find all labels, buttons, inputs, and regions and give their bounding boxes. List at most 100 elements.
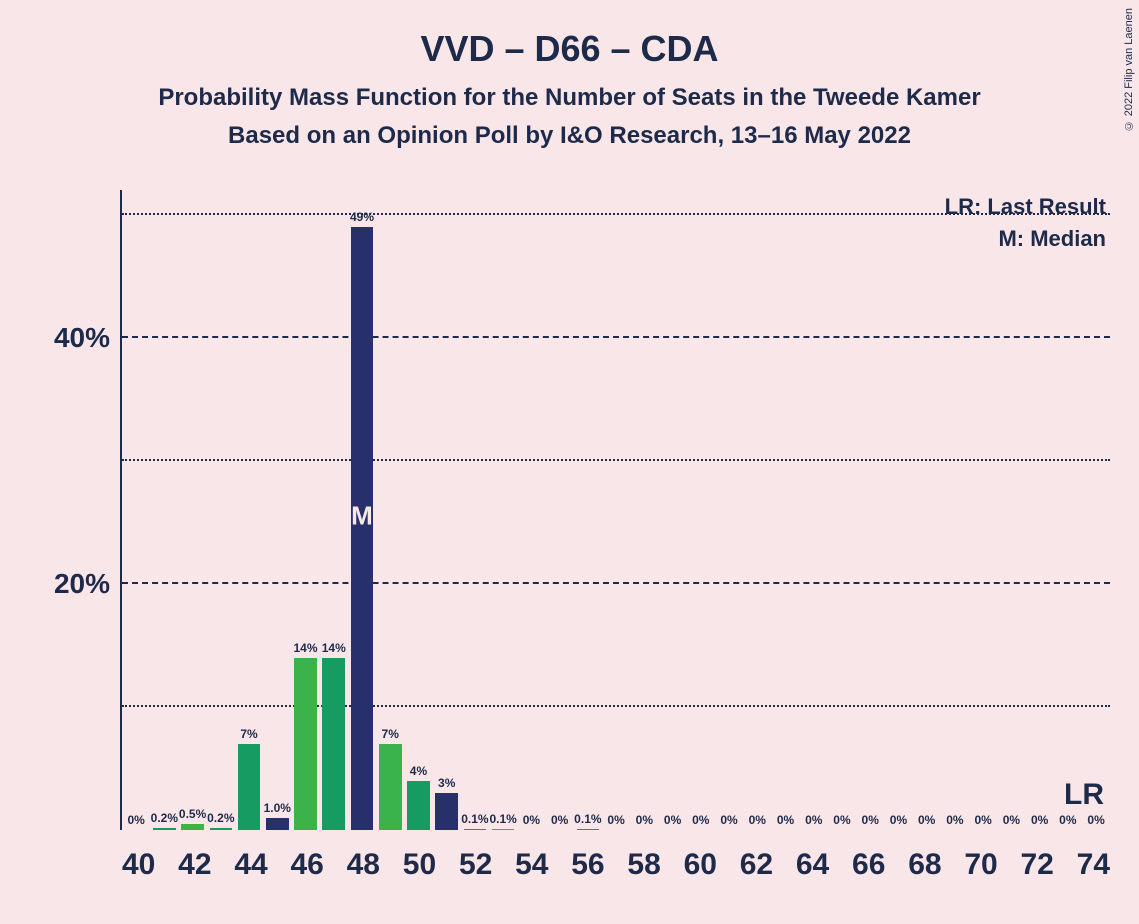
bar: 49%M (351, 227, 374, 830)
bar-value-label: 0% (805, 813, 822, 830)
xtick-label: 56 (571, 848, 604, 882)
bar-value-label: 49% (350, 210, 374, 227)
bar-slot: 7% (376, 190, 404, 830)
bar-slot: 0% (630, 190, 658, 830)
bar-slot: 0% (122, 190, 150, 830)
bar-value-label: 0% (862, 813, 879, 830)
xtick-label (155, 848, 178, 882)
lr-marker: LR (1064, 778, 1104, 812)
xtick-label (717, 848, 740, 882)
bar-value-label: 0% (664, 813, 681, 830)
bar-slot: 14% (291, 190, 319, 830)
xtick-label: 72 (1021, 848, 1054, 882)
xtick-label: 58 (627, 848, 660, 882)
bar-slot: 14% (320, 190, 348, 830)
xtick-label (885, 848, 908, 882)
bar-value-label: 0% (749, 813, 766, 830)
bar: 7% (379, 744, 402, 830)
bar-slot: 7% (235, 190, 263, 830)
bar-value-label: 0% (890, 813, 907, 830)
xtick-label (998, 848, 1021, 882)
bar-slot: 0% (800, 190, 828, 830)
bars-container: 0%0.2%0.5%0.2%7%1.0%14%14%49%M7%4%3%0.1%… (122, 190, 1110, 830)
bar-value-label: 0% (636, 813, 653, 830)
bar-slot: 0% (1082, 190, 1110, 830)
bar-slot: 0% (1054, 190, 1082, 830)
xtick-label (492, 848, 515, 882)
bar-value-label: 0% (127, 813, 144, 830)
xtick-label: 66 (852, 848, 885, 882)
xtick-label: 70 (964, 848, 997, 882)
bar-slot: 0% (913, 190, 941, 830)
bar-value-label: 7% (382, 727, 399, 744)
xtick-label (661, 848, 684, 882)
bar-value-label: 3% (438, 776, 455, 793)
bar: 4% (407, 781, 430, 830)
bar-slot: 0% (941, 190, 969, 830)
bar: 14% (294, 658, 317, 830)
bar-slot: 0.2% (150, 190, 178, 830)
xtick-label: 68 (908, 848, 941, 882)
bar-slot: 0.1% (461, 190, 489, 830)
xtick-label: 62 (740, 848, 773, 882)
x-axis: 40 42 44 46 48 50 52 54 56 58 60 62 64 6… (122, 830, 1110, 882)
bar-value-label: 0% (692, 813, 709, 830)
ytick-label: 20% (54, 568, 122, 600)
xtick-label (1054, 848, 1077, 882)
bar-slot: 0% (884, 190, 912, 830)
bar-value-label: 0% (607, 813, 624, 830)
xtick-label: 52 (459, 848, 492, 882)
xtick-label: 60 (684, 848, 717, 882)
ytick-label: 40% (54, 322, 122, 354)
titles: VVD – D66 – CDA Probability Mass Functio… (30, 28, 1109, 150)
bar-value-label: 4% (410, 764, 427, 781)
bar-value-label: 0% (833, 813, 850, 830)
title-sub: Probability Mass Function for the Number… (30, 84, 1109, 112)
plot-area: LR: Last Result M: Median 20%40%0%0.2%0.… (120, 190, 1110, 830)
bar-slot: 0% (546, 190, 574, 830)
bar-slot: 0% (687, 190, 715, 830)
bar-slot: 0% (997, 190, 1025, 830)
xtick-label (324, 848, 347, 882)
bar-value-label: 0% (918, 813, 935, 830)
xtick-label (380, 848, 403, 882)
bar-slot: 0% (743, 190, 771, 830)
bar-value-label: 0% (1031, 813, 1048, 830)
title-sub2: Based on an Opinion Poll by I&O Research… (30, 122, 1109, 150)
bar-slot: 0% (1026, 190, 1054, 830)
bar-value-label: 0.2% (207, 811, 234, 828)
median-marker: M (351, 501, 373, 532)
bar-value-label: 0.1% (461, 812, 488, 829)
xtick-label (268, 848, 291, 882)
xtick-label: 64 (796, 848, 829, 882)
bar: 14% (322, 658, 345, 830)
bar-slot: 0% (517, 190, 545, 830)
bar-value-label: 0.1% (574, 812, 601, 829)
bar-slot: 0% (715, 190, 743, 830)
copyright-text: © 2022 Filip van Laenen (1123, 8, 1135, 131)
xtick-label (548, 848, 571, 882)
bar-slot: 49% M (348, 190, 376, 830)
xtick-label (212, 848, 235, 882)
bar: 3% (435, 793, 458, 830)
xtick-label: 54 (515, 848, 548, 882)
bar-value-label: 0% (777, 813, 794, 830)
bar-slot: 0% (602, 190, 630, 830)
xtick-label (829, 848, 852, 882)
xtick-label (436, 848, 459, 882)
bar-value-label: 7% (240, 727, 257, 744)
bar-value-label: 0% (974, 813, 991, 830)
xtick-label: 42 (178, 848, 211, 882)
bar-value-label: 0.1% (489, 812, 516, 829)
bar-value-label: 14% (294, 641, 318, 658)
bar-value-label: 0.5% (179, 807, 206, 824)
bar-slot: 0.1% (489, 190, 517, 830)
bar-slot: 0% (828, 190, 856, 830)
xtick-label (773, 848, 796, 882)
xtick-label: 48 (347, 848, 380, 882)
xtick-label: 46 (290, 848, 323, 882)
bar-value-label: 1.0% (264, 801, 291, 818)
xtick-label: 44 (234, 848, 267, 882)
bar-value-label: 0% (1087, 813, 1104, 830)
bar-slot: 0% (658, 190, 686, 830)
